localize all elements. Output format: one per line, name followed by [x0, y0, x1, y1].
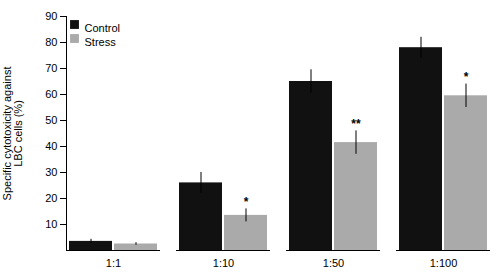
svg-text:60: 60: [45, 88, 57, 100]
svg-text:1:1: 1:1: [106, 257, 121, 269]
svg-text:**: **: [351, 117, 361, 131]
svg-text:10: 10: [45, 218, 57, 230]
svg-text:*: *: [464, 70, 469, 84]
svg-text:80: 80: [45, 36, 57, 48]
svg-text:70: 70: [45, 62, 57, 74]
svg-text:40: 40: [45, 140, 57, 152]
svg-text:1:100: 1:100: [430, 257, 458, 269]
svg-text:50: 50: [45, 114, 57, 126]
svg-text:20: 20: [45, 192, 57, 204]
svg-text:Specific cytotoxicity againstL: Specific cytotoxicity againstLBC cells (…: [1, 67, 24, 201]
svg-text:Stress: Stress: [85, 36, 117, 48]
svg-text:1:50: 1:50: [323, 257, 344, 269]
svg-text:90: 90: [45, 10, 57, 22]
svg-text:1:10: 1:10: [213, 257, 234, 269]
svg-text:Control: Control: [85, 22, 120, 34]
svg-text:*: *: [244, 195, 249, 209]
svg-text:30: 30: [45, 166, 57, 178]
